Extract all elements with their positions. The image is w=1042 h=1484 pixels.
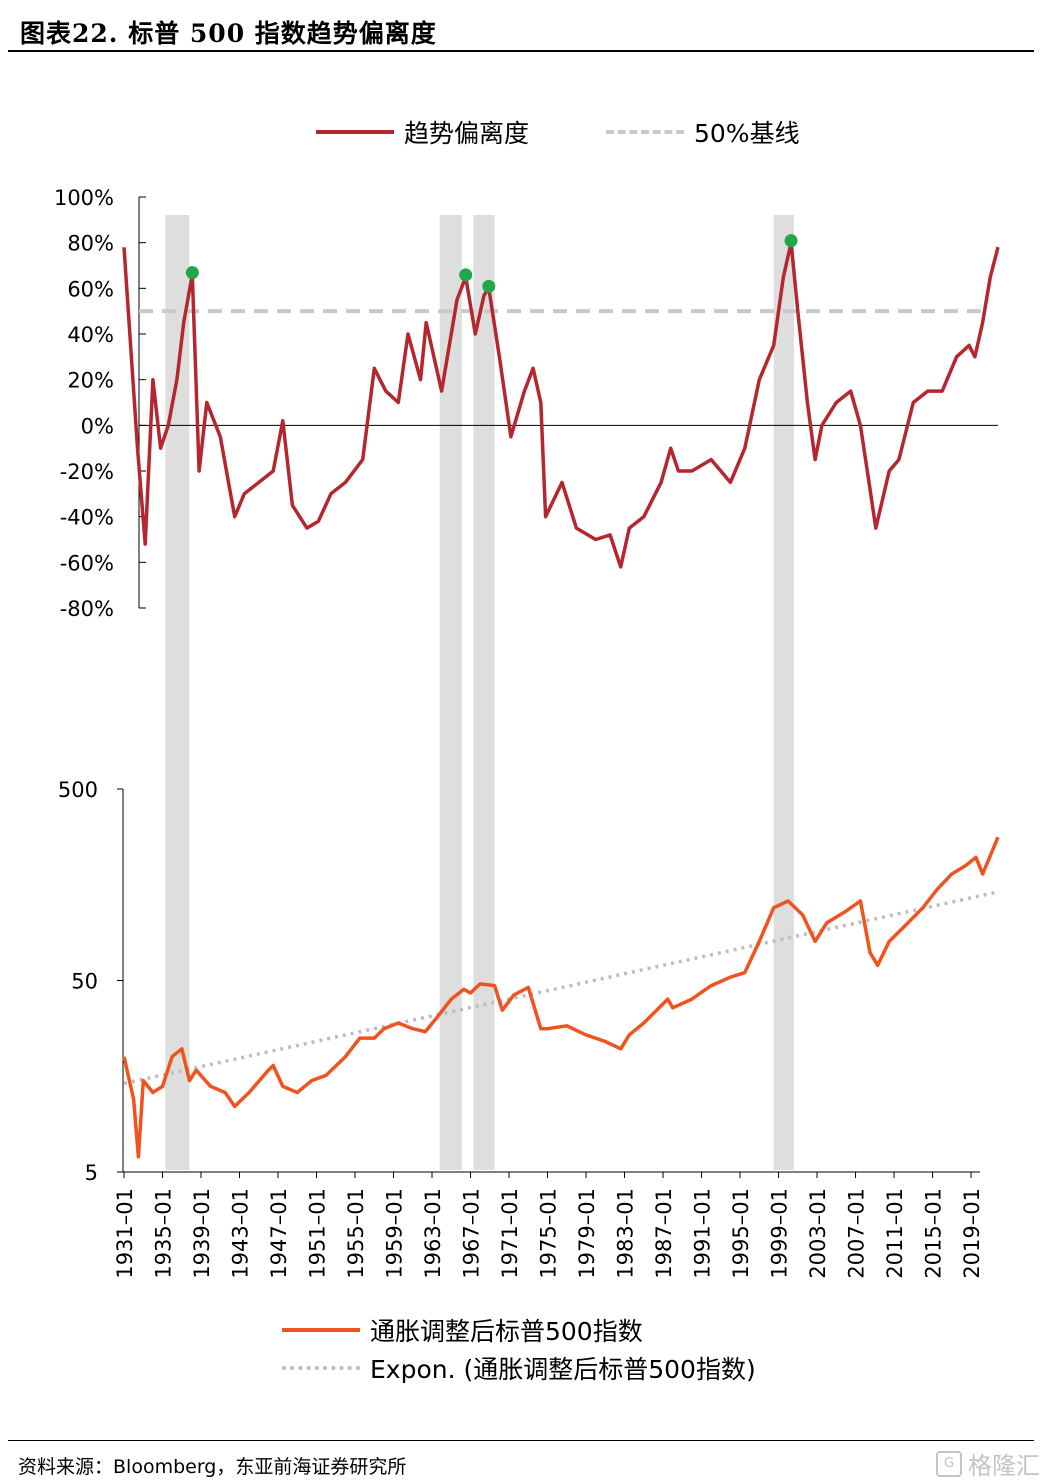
watermark-text: 格隆汇 [968, 1452, 1040, 1480]
x-tick-label-14: 1987–01 [652, 1188, 676, 1279]
x-tick-label-11: 1975–01 [537, 1188, 561, 1279]
top-y-tick-label-7: -40% [60, 506, 114, 530]
legend-top-baseline: 50%基线 [606, 114, 800, 150]
x-tick-label-18: 2003–01 [806, 1188, 830, 1279]
x-tick-label-15: 1991–01 [691, 1188, 715, 1279]
x-tick-label-4: 1947–01 [267, 1188, 291, 1279]
title-divider [8, 50, 1034, 52]
index-series-line [122, 836, 1000, 1159]
recession-band-1 [439, 215, 462, 1170]
figure-title: 图表22. 标普 500 指数趋势偏离度 [20, 19, 437, 48]
legend-top-deviation: 趋势偏离度 [316, 114, 529, 150]
x-tick-label-22: 2019–01 [960, 1188, 984, 1279]
x-tick-label-21: 2015–01 [922, 1188, 946, 1279]
peak-marker-3 [784, 234, 798, 248]
top-y-tick-label-8: -60% [60, 551, 114, 575]
top-y-tick-label-6: -20% [60, 460, 114, 484]
peak-marker-0 [185, 266, 199, 280]
legend-deviation-label: 趋势偏离度 [404, 119, 530, 148]
baseline-swatch [606, 130, 684, 134]
legend-bottom-index: 通胀调整后标普500指数 [282, 1312, 643, 1348]
watermark-logo-icon: G [936, 1450, 962, 1477]
top-y-tick-label-4: 20% [67, 369, 114, 393]
source-divider [8, 1440, 1034, 1441]
x-tick-label-19: 2007–01 [845, 1188, 869, 1279]
deviation-series-line [122, 240, 1000, 569]
x-tick-label-3: 1943–01 [229, 1188, 253, 1279]
legend-bottom-trend: Expon. (通胀调整后标普500指数) [282, 1350, 756, 1386]
chart-canvas: 100% 80% 60% 40% 20% 0% -20% -40% -60% -80% 500 50 5… [54, 186, 1000, 1279]
x-tick-label-16: 1995–01 [729, 1188, 753, 1279]
deviation-swatch [316, 130, 394, 134]
recession-band-2 [473, 215, 495, 1170]
recession-band-3 [773, 215, 794, 1170]
x-tick-label-2: 1939–01 [190, 1188, 214, 1279]
x-tick-label-7: 1959–01 [383, 1188, 407, 1279]
recession-band-0 [165, 215, 190, 1170]
bottom-y-tick-label-0: 500 [58, 778, 98, 802]
trend-swatch [282, 1366, 360, 1370]
legend-trend-label: Expon. (通胀调整后标普500指数) [370, 1355, 756, 1384]
x-tick-label-13: 1983–01 [614, 1188, 638, 1279]
index-swatch [282, 1328, 360, 1332]
x-tick-label-1: 1935–01 [152, 1188, 176, 1279]
exponential-trend-line [123, 890, 999, 1086]
top-y-tick-label-9: -80% [60, 597, 114, 621]
top-y-tick-label-2: 60% [67, 277, 114, 301]
watermark: G 格隆汇 [936, 1446, 1040, 1481]
source-note: 资料来源：Bloomberg，东亚前海证券研究所 [18, 1456, 407, 1478]
x-tick-label-17: 1999–01 [768, 1188, 792, 1279]
legend-index-label: 通胀调整后标普500指数 [370, 1317, 643, 1346]
bottom-y-tick-label-2: 5 [85, 1161, 98, 1185]
top-y-tick-label-5: 0% [81, 414, 114, 438]
top-y-tick-label-3: 40% [67, 323, 114, 347]
x-tick-label-0: 1931–01 [113, 1188, 137, 1279]
x-tick-label-5: 1951–01 [306, 1188, 330, 1279]
x-tick-label-10: 1971–01 [498, 1188, 522, 1279]
legend-baseline-label: 50%基线 [694, 119, 800, 148]
x-tick-label-9: 1967–01 [460, 1188, 484, 1279]
top-y-tick-label-0: 100% [54, 186, 114, 210]
x-tick-label-12: 1979–01 [575, 1188, 599, 1279]
peak-marker-2 [482, 279, 496, 293]
top-y-tick-label-1: 80% [67, 232, 114, 256]
x-tick-label-6: 1955–01 [344, 1188, 368, 1279]
peak-marker-1 [459, 268, 473, 282]
x-tick-label-8: 1963–01 [421, 1188, 445, 1279]
bottom-y-tick-label-1: 50 [71, 970, 98, 994]
x-tick-label-20: 2011–01 [883, 1188, 907, 1279]
